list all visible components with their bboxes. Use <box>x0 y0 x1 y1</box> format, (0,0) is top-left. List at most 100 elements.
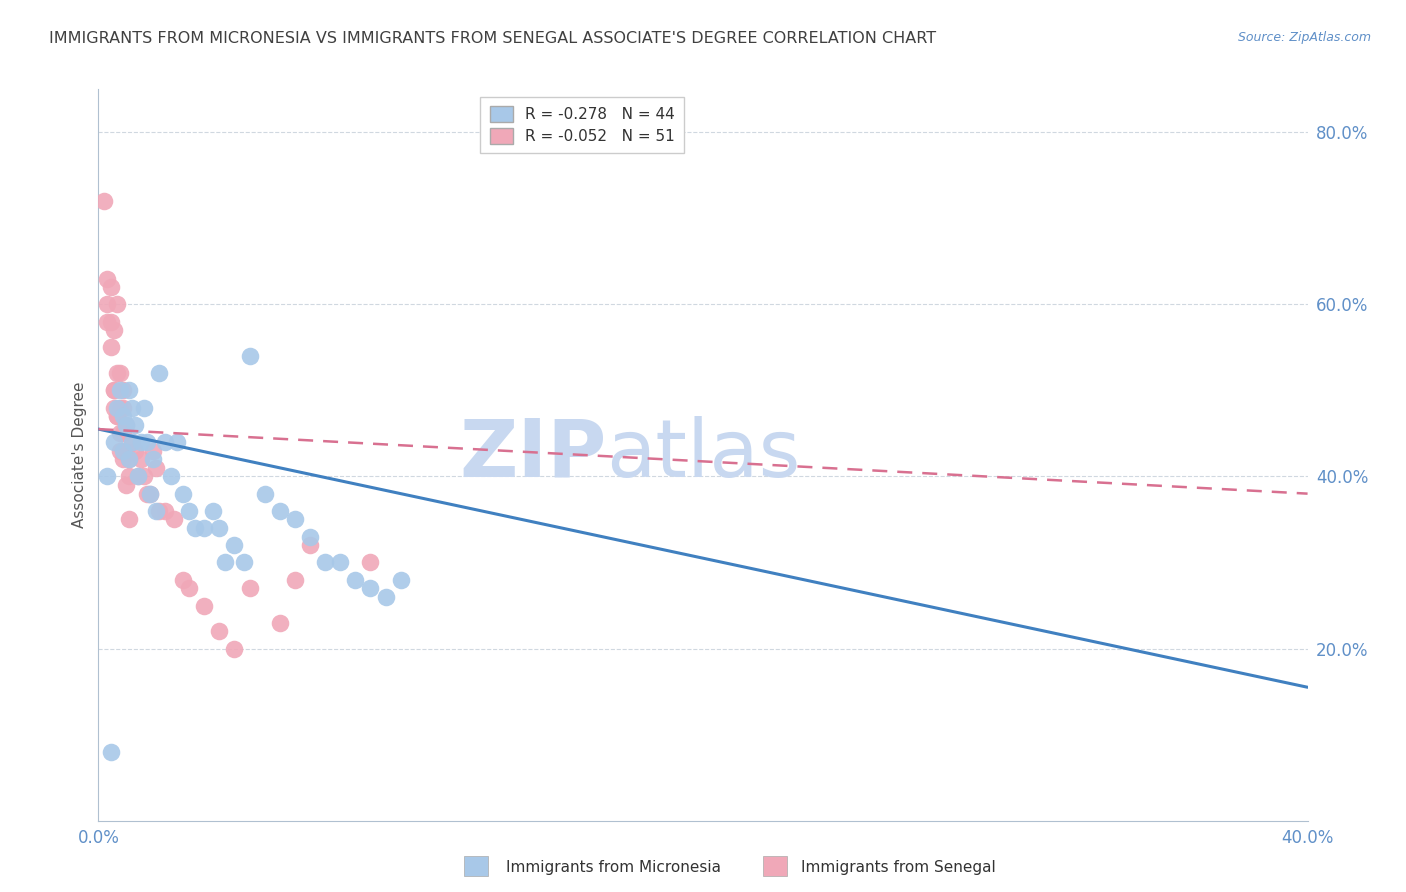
Point <box>114 417 136 432</box>
Point <box>239 582 262 596</box>
Point <box>114 443 136 458</box>
Point <box>193 599 215 613</box>
Point <box>103 401 125 415</box>
Point <box>166 435 188 450</box>
Point <box>214 556 236 570</box>
Point <box>105 409 128 424</box>
Point <box>121 435 143 450</box>
Point <box>132 469 155 483</box>
Point <box>127 469 149 483</box>
Point <box>114 478 136 492</box>
Point <box>118 452 141 467</box>
Point <box>111 384 134 398</box>
Point <box>105 297 128 311</box>
Point <box>129 452 152 467</box>
Point <box>103 435 125 450</box>
Point <box>184 521 207 535</box>
Point <box>145 504 167 518</box>
Text: IMMIGRANTS FROM MICRONESIA VS IMMIGRANTS FROM SENEGAL ASSOCIATE'S DEGREE CORRELA: IMMIGRANTS FROM MICRONESIA VS IMMIGRANTS… <box>49 31 936 46</box>
Point <box>114 417 136 432</box>
Point <box>124 443 146 458</box>
Point <box>105 401 128 415</box>
Point <box>163 512 186 526</box>
Point <box>111 401 134 415</box>
Point <box>105 409 128 424</box>
Point <box>105 366 128 380</box>
Point <box>239 349 262 363</box>
Point <box>179 582 201 596</box>
Point <box>111 443 134 458</box>
Point <box>142 443 165 458</box>
Point <box>299 530 322 544</box>
Point <box>208 624 231 639</box>
Point <box>121 435 143 450</box>
Point <box>100 340 122 354</box>
Text: atlas: atlas <box>606 416 800 494</box>
Point <box>132 401 155 415</box>
Point <box>360 556 382 570</box>
Point <box>172 573 194 587</box>
Point <box>284 512 307 526</box>
Point <box>108 443 131 458</box>
Point <box>142 452 165 467</box>
Point <box>96 314 118 328</box>
Point <box>224 538 246 552</box>
Point <box>193 521 215 535</box>
Point <box>202 504 225 518</box>
Point <box>121 401 143 415</box>
Point <box>118 384 141 398</box>
Point <box>232 556 254 570</box>
Point <box>148 366 170 380</box>
Point <box>329 556 352 570</box>
Point <box>108 401 131 415</box>
Point <box>124 417 146 432</box>
Point <box>111 409 134 424</box>
Point <box>103 384 125 398</box>
Point <box>96 297 118 311</box>
Point <box>360 582 382 596</box>
Point <box>111 426 134 441</box>
Point <box>135 435 157 450</box>
Point <box>344 573 367 587</box>
Point <box>135 486 157 500</box>
Text: ZIP: ZIP <box>458 416 606 494</box>
Point <box>103 384 125 398</box>
Point <box>148 504 170 518</box>
Point <box>103 323 125 337</box>
Point <box>284 573 307 587</box>
Point <box>153 435 176 450</box>
Point <box>374 590 396 604</box>
Point <box>129 435 152 450</box>
Point <box>118 512 141 526</box>
Point <box>96 271 118 285</box>
Point <box>118 469 141 483</box>
Point <box>100 280 122 294</box>
Point <box>96 469 118 483</box>
Point <box>269 615 291 630</box>
Point <box>108 366 131 380</box>
Text: Source: ZipAtlas.com: Source: ZipAtlas.com <box>1237 31 1371 45</box>
Legend: R = -0.278   N = 44, R = -0.052   N = 51: R = -0.278 N = 44, R = -0.052 N = 51 <box>481 97 683 153</box>
Point <box>208 521 231 535</box>
Text: Immigrants from Micronesia: Immigrants from Micronesia <box>506 860 721 874</box>
Point <box>108 426 131 441</box>
Point <box>253 486 276 500</box>
Point <box>160 469 183 483</box>
Text: Immigrants from Senegal: Immigrants from Senegal <box>801 860 997 874</box>
Point <box>108 384 131 398</box>
Point <box>139 486 162 500</box>
Point <box>118 452 141 467</box>
Point <box>139 486 162 500</box>
Point <box>179 504 201 518</box>
Point <box>145 460 167 475</box>
Point <box>269 504 291 518</box>
Point <box>172 486 194 500</box>
Point <box>93 194 115 208</box>
Point <box>299 538 322 552</box>
Point <box>314 556 336 570</box>
Point <box>153 504 176 518</box>
Point <box>100 745 122 759</box>
Point <box>127 469 149 483</box>
Point <box>100 314 122 328</box>
Point <box>224 641 246 656</box>
